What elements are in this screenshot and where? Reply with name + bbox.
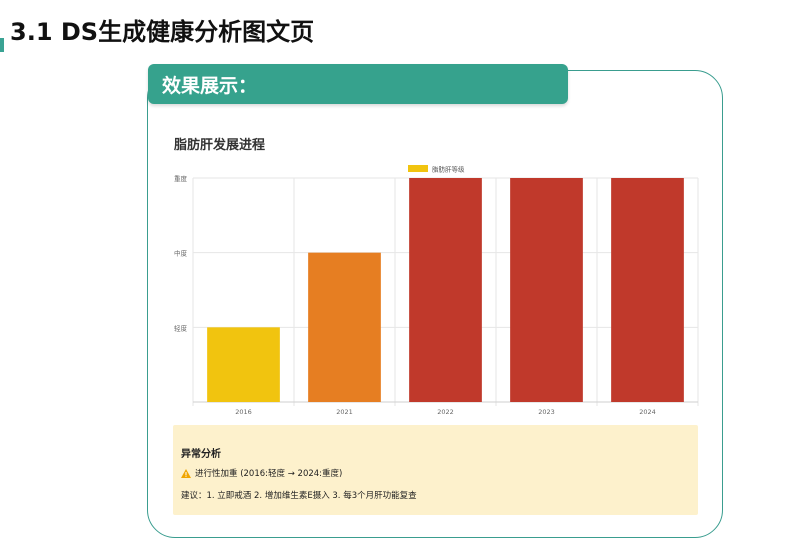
y-tick-label: 轻度 — [174, 323, 188, 332]
chart-title: 脂肪肝发展进程 — [174, 138, 266, 153]
legend-swatch — [408, 165, 428, 172]
bar — [510, 178, 583, 402]
x-tick-label: 2024 — [639, 408, 656, 416]
bar — [409, 178, 482, 402]
section-tag: 效果展示： — [148, 64, 568, 104]
analysis-title: 异常分析 — [181, 449, 221, 460]
x-tick-label: 2023 — [538, 408, 555, 416]
warning-text: 进行性加重 (2016:轻度 → 2024:重度) — [195, 469, 343, 479]
page-title: 3.1 DS生成健康分析图文页 — [10, 18, 315, 46]
bar — [207, 327, 280, 402]
analysis-advice: 建议：1. 立即戒酒 2. 增加维生素E摄入 3. 每3个月肝功能复查 — [181, 491, 417, 501]
section-label: 效果展示： — [162, 75, 258, 97]
analysis-warning: 进行性加重 (2016:轻度 → 2024:重度) — [181, 467, 342, 479]
y-tick-label: 重度 — [174, 174, 188, 183]
legend-label: 脂肪肝等级 — [432, 165, 465, 174]
analysis-panel: 异常分析 进行性加重 (2016:轻度 → 2024:重度) 建议：1. 立即戒… — [173, 425, 698, 515]
x-tick-label: 2016 — [235, 408, 252, 416]
bar — [308, 252, 381, 402]
title-accent-bar — [0, 38, 4, 52]
warning-icon — [181, 468, 191, 478]
x-tick-label: 2022 — [437, 408, 454, 416]
bar — [611, 178, 684, 402]
x-tick-label: 2021 — [336, 408, 353, 416]
y-tick-label: 中度 — [174, 249, 188, 258]
